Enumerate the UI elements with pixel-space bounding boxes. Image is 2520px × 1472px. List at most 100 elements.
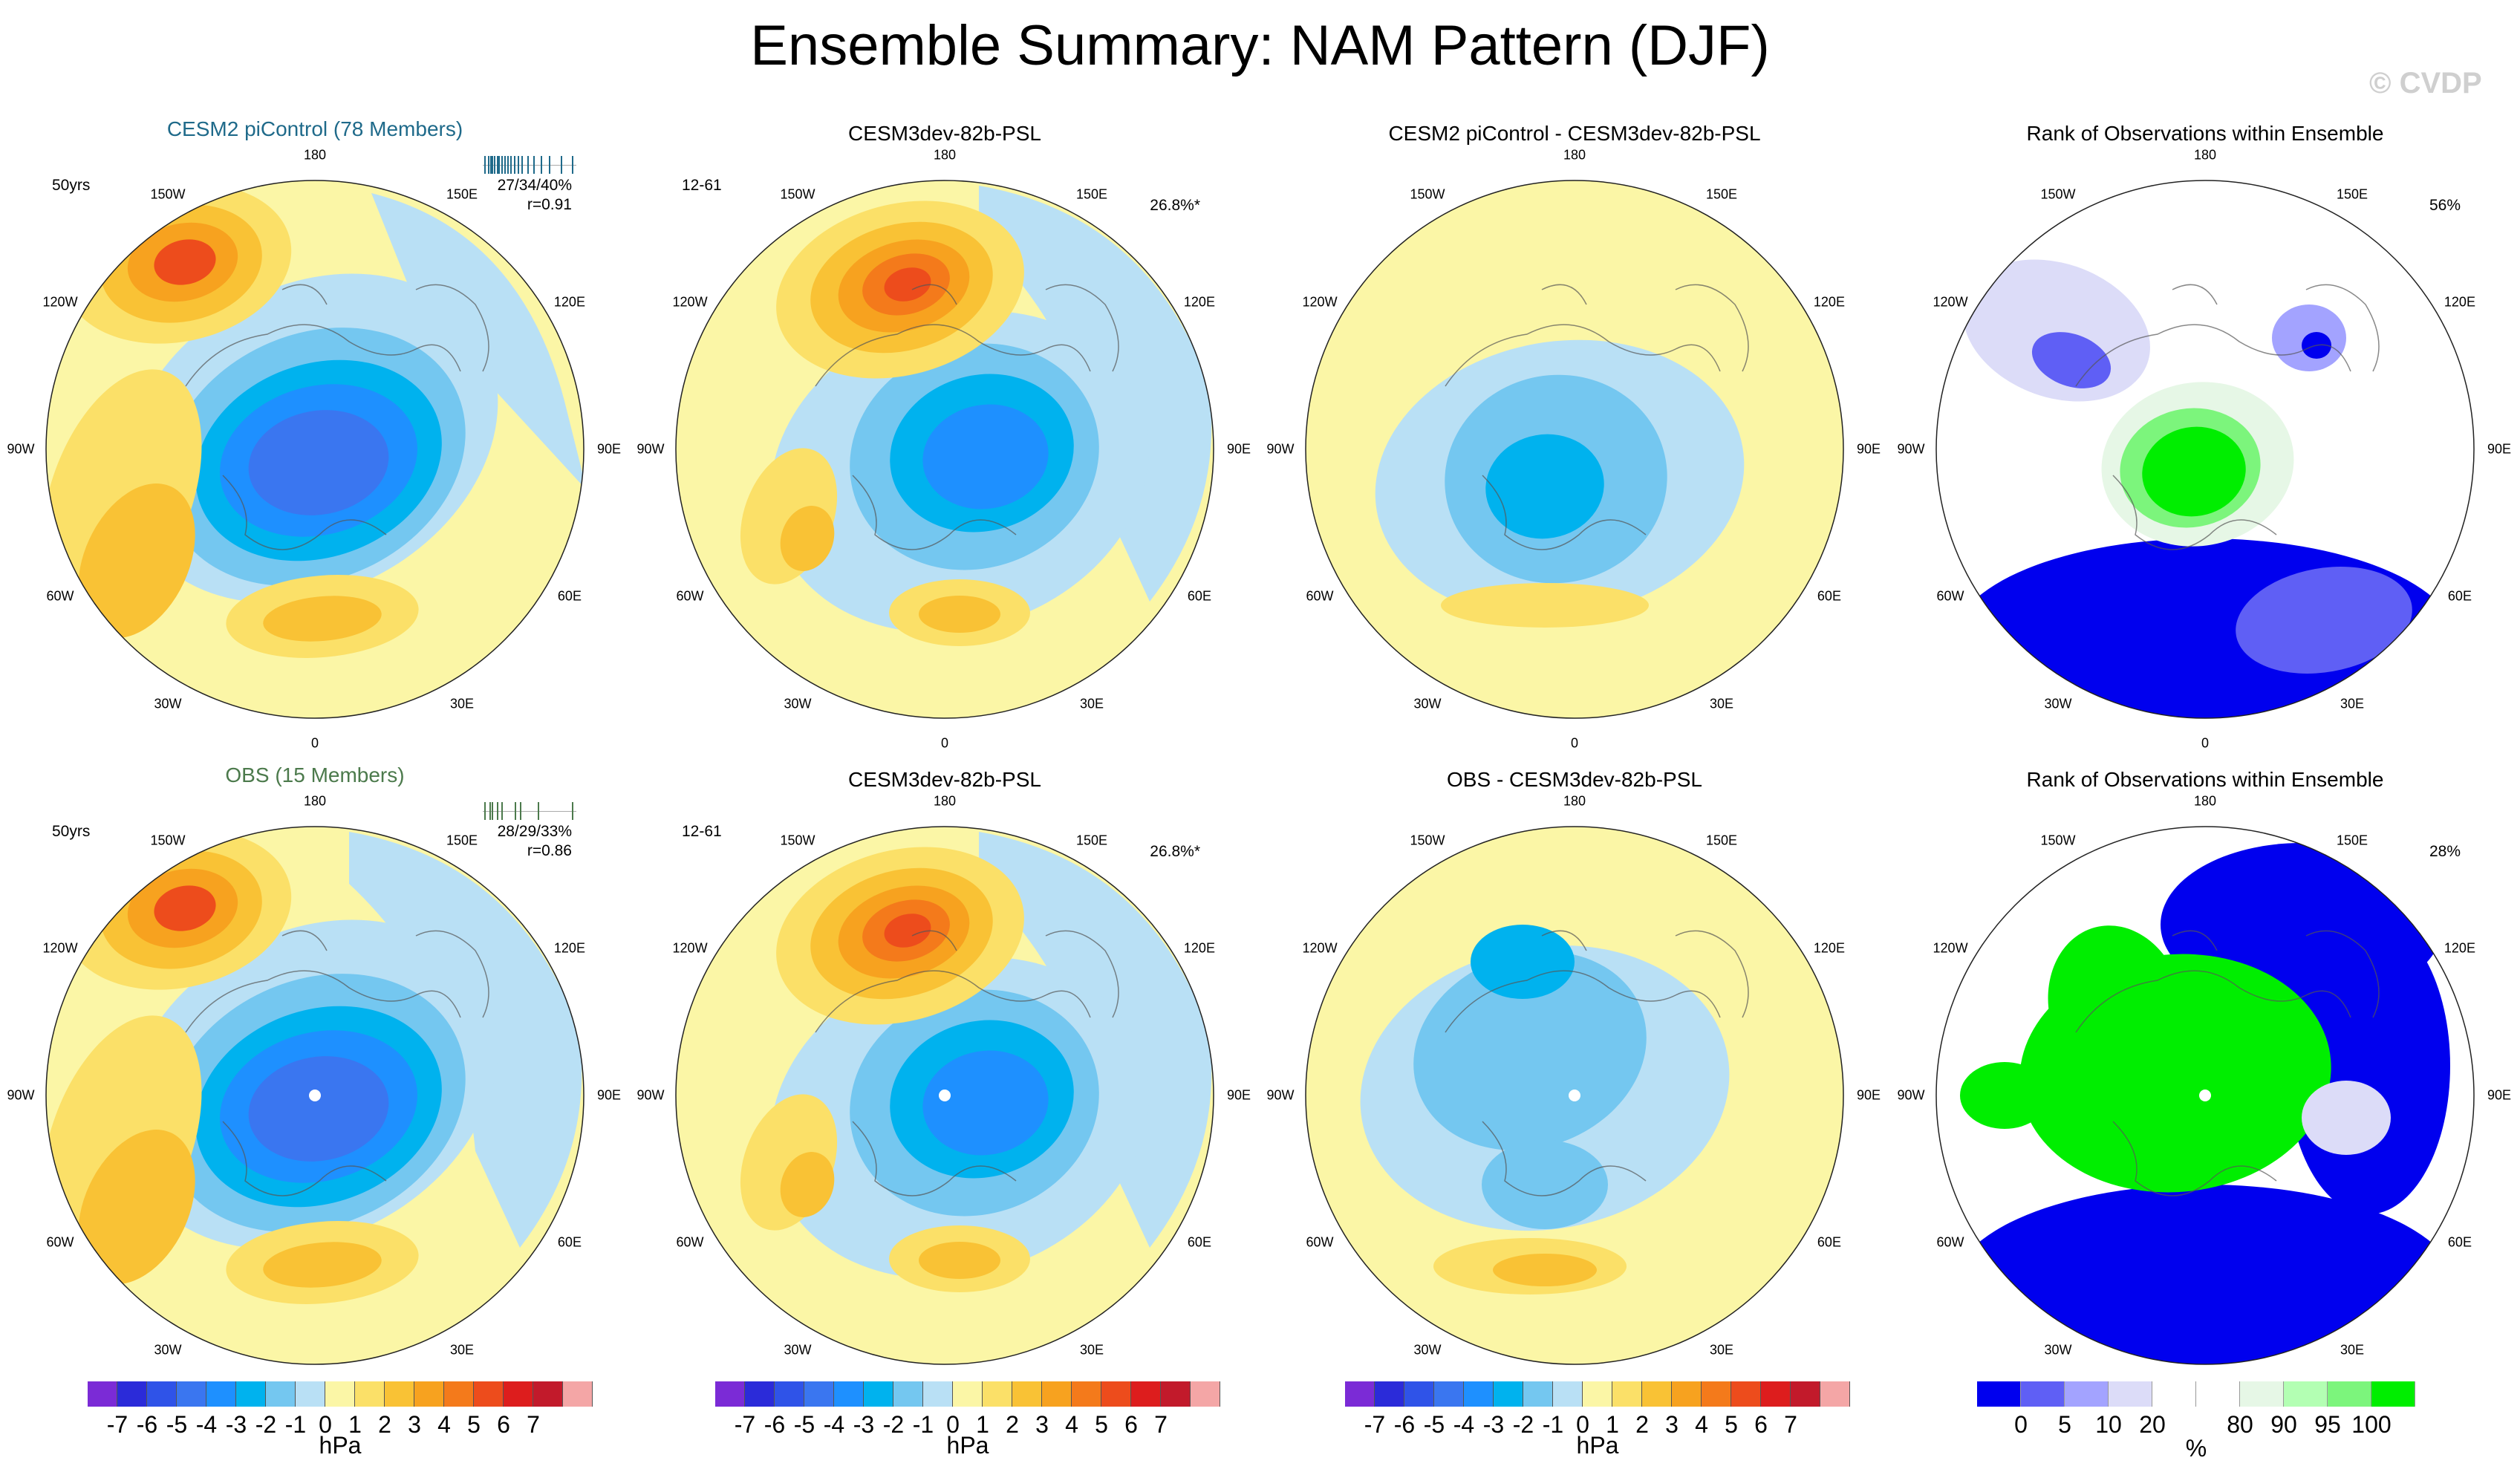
- colorbar-tick-label: 0: [946, 1411, 960, 1438]
- colorbar-psl: [88, 1381, 593, 1407]
- panel-period-label: 50yrs: [52, 823, 91, 840]
- contour-region: [2048, 925, 2184, 1087]
- longitude-label: 120E: [553, 940, 585, 956]
- colorbar-swatch: [206, 1381, 236, 1407]
- coastline: [2075, 930, 2380, 1196]
- longitude-label: 150E: [446, 833, 478, 848]
- panel-title: CESM2 piControl (78 Members): [166, 117, 463, 140]
- panel-p23: OBS - CESM3dev-82b-PSL 180 150E 120E 90E 60E 3…: [1260, 765, 1889, 1411]
- contour-region: [1441, 583, 1649, 628]
- longitude-label: 150E: [446, 186, 478, 202]
- colorbar-tick-label: 3: [1035, 1411, 1049, 1438]
- longitude-label: 90E: [596, 441, 622, 457]
- longitude-label: 30W: [784, 1342, 812, 1358]
- colorbar-swatch: [1161, 1381, 1191, 1407]
- member-tick: [549, 156, 551, 174]
- longitude-label: 120W: [1933, 294, 1968, 310]
- longitude-label: 150E: [1705, 186, 1738, 202]
- map-border: [45, 180, 585, 719]
- polar-map: [45, 180, 585, 719]
- colorbar-swatch: [1977, 1381, 2021, 1407]
- longitude-label: 150E: [1075, 186, 1108, 202]
- longitude-label: 120E: [2444, 940, 2475, 956]
- longitude-label: 90W: [636, 1087, 665, 1103]
- colorbar-swatch: [953, 1381, 983, 1407]
- member-tick: [501, 802, 503, 820]
- member-tick: [561, 156, 563, 174]
- panel-correlation-label: r=0.86: [527, 842, 572, 859]
- longitude-label: 30E: [2340, 696, 2365, 711]
- colorbar-swatch: [1012, 1381, 1042, 1407]
- colorbar-tick-label: 7: [1784, 1411, 1797, 1438]
- colorbar-tick-label: -6: [1393, 1411, 1416, 1438]
- colorbar-tick-label: -7: [106, 1411, 128, 1438]
- longitude-label: 90E: [596, 1087, 622, 1103]
- member-tick: [518, 156, 520, 174]
- colorbar-tick-label: -5: [1423, 1411, 1445, 1438]
- longitude-label: 60E: [557, 1234, 582, 1250]
- member-tick: [519, 802, 521, 820]
- map-border: [675, 180, 1214, 719]
- pole-marker: [309, 1090, 321, 1101]
- longitude-label: 150W: [1410, 833, 1445, 848]
- colorbar-tick-label: 100: [2351, 1411, 2392, 1438]
- member-tick: [572, 156, 574, 174]
- colorbar-swatch: [983, 1381, 1012, 1407]
- contour-region: [154, 885, 216, 931]
- colorbar-swatch: [414, 1381, 444, 1407]
- colorbar-tick-label: 2: [1635, 1411, 1649, 1438]
- polar-map: [675, 826, 1214, 1365]
- colorbar-swatch: [2021, 1381, 2065, 1407]
- colorbar-swatch: [1464, 1381, 1494, 1407]
- longitude-label: 90W: [1266, 1087, 1295, 1103]
- panel-period-label: 12-61: [682, 177, 722, 194]
- colorbar-swatch: [1791, 1381, 1820, 1407]
- longitude-label: 60E: [1817, 588, 1841, 604]
- contour-region: [263, 1242, 382, 1288]
- longitude-label: 30E: [2340, 1342, 2365, 1358]
- colorbar-tick-label: 4: [1695, 1411, 1708, 1438]
- colorbar-swatch: [1345, 1381, 1375, 1407]
- longitude-label: 150W: [1410, 186, 1445, 202]
- member-tick: [541, 156, 543, 174]
- colorbar-tick-label: 5: [1095, 1411, 1108, 1438]
- panel-period-label: 12-61: [682, 823, 722, 840]
- figure-title: Ensemble Summary: NAM Pattern (DJF): [750, 14, 1770, 77]
- longitude-label: 90W: [1897, 441, 1925, 457]
- coastline: [815, 284, 1119, 550]
- colorbar-swatch: [117, 1381, 147, 1407]
- contour-region: [1960, 1062, 2049, 1129]
- colorbar-swatch: [1191, 1381, 1220, 1407]
- colorbar-swatch: [444, 1381, 474, 1407]
- member-tick: [498, 156, 501, 174]
- longitude-label: 30E: [449, 696, 475, 711]
- coastline: [815, 930, 1119, 1196]
- longitude-label: 120E: [1183, 294, 1215, 310]
- longitude-label: 150E: [2336, 186, 2368, 202]
- contour-region: [780, 506, 835, 571]
- longitude-label: 120W: [672, 940, 708, 956]
- colorbar-tick-label: 6: [497, 1411, 510, 1438]
- longitude-label: 90W: [7, 1087, 35, 1103]
- colorbar-swatch: [1072, 1381, 1101, 1407]
- panel-stat-label: 27/34/40%: [497, 177, 572, 194]
- longitude-label: 150W: [150, 186, 186, 202]
- map-border: [45, 826, 585, 1365]
- longitude-label: 90W: [1897, 1087, 1925, 1103]
- longitude-label: 150E: [1075, 833, 1108, 848]
- polar-map: [45, 826, 585, 1365]
- longitude-label: 120W: [1302, 294, 1338, 310]
- map-border: [1935, 180, 2475, 719]
- colorbar-units: hPa: [946, 1432, 989, 1459]
- panel-title: CESM3dev-82b-PSL: [848, 768, 1041, 791]
- colorbar-swatch: [834, 1381, 864, 1407]
- longitude-label: 30W: [2044, 696, 2072, 711]
- longitude-label: 120W: [1302, 940, 1338, 956]
- longitude-label: 30W: [154, 1342, 182, 1358]
- longitude-label: 30W: [1413, 696, 1442, 711]
- contour-region: [1471, 925, 1575, 999]
- longitude-label: 120W: [42, 294, 78, 310]
- longitude-label: 60W: [676, 588, 704, 604]
- colorbar-tick-label: 3: [408, 1411, 421, 1438]
- pole-marker: [1569, 1090, 1580, 1101]
